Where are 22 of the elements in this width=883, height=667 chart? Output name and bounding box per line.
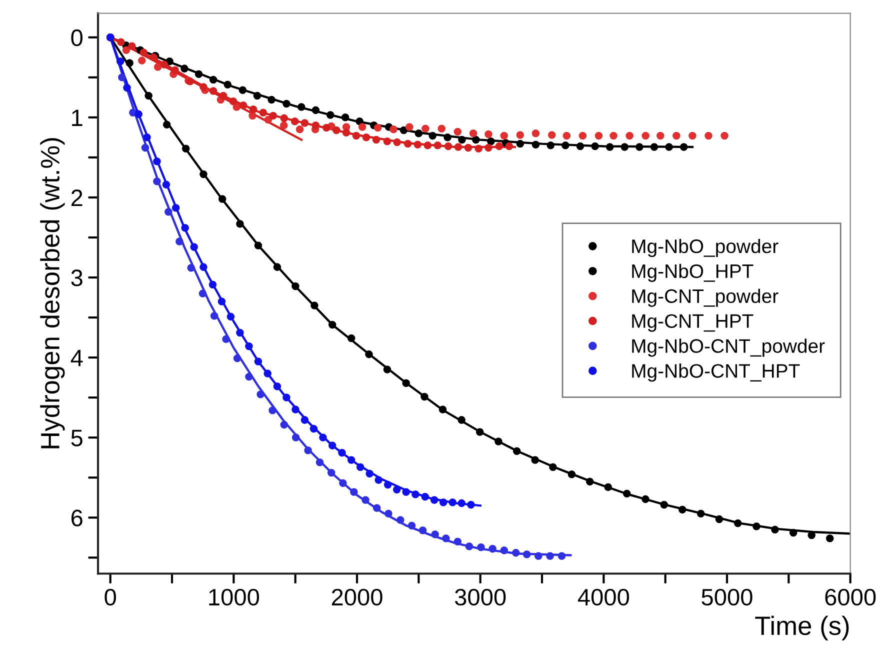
legend-label: Mg-NbO-CNT_powder [632, 338, 825, 357]
y-tick-label: 3 [71, 270, 82, 286]
y-tick-label: 2 [71, 190, 82, 206]
y-axis-title: Hydrogen desorbed (wt.%) [40, 138, 65, 448]
x-tick-label: 3000 [454, 588, 506, 606]
y-tick-label: 0 [71, 29, 83, 46]
legend-label: Mg-NbO-CNT_HPT [632, 364, 800, 382]
x-tick-label: 4000 [578, 588, 630, 606]
y-tick-label: 4 [70, 350, 83, 366]
x-tick-label: 1000 [209, 588, 260, 606]
x-tick-label: 6000 [825, 588, 876, 606]
legend-label: Mg-CNT_powder [632, 288, 778, 307]
legend-label: Mg-CNT_HPT [632, 314, 754, 332]
legend-label: Mg-NbO_HPT [632, 264, 754, 282]
x-tick-label: 0 [104, 588, 116, 606]
y-tick-label: 5 [71, 430, 82, 446]
x-tick-label: 2000 [332, 588, 382, 606]
x-axis-title: Time (s) [755, 616, 849, 640]
x-tick-label: 5000 [702, 588, 752, 606]
y-tick-label: 6 [72, 510, 82, 526]
y-tick-label: 1 [72, 110, 82, 126]
legend-label: Mg-NbO_powder [632, 238, 778, 258]
